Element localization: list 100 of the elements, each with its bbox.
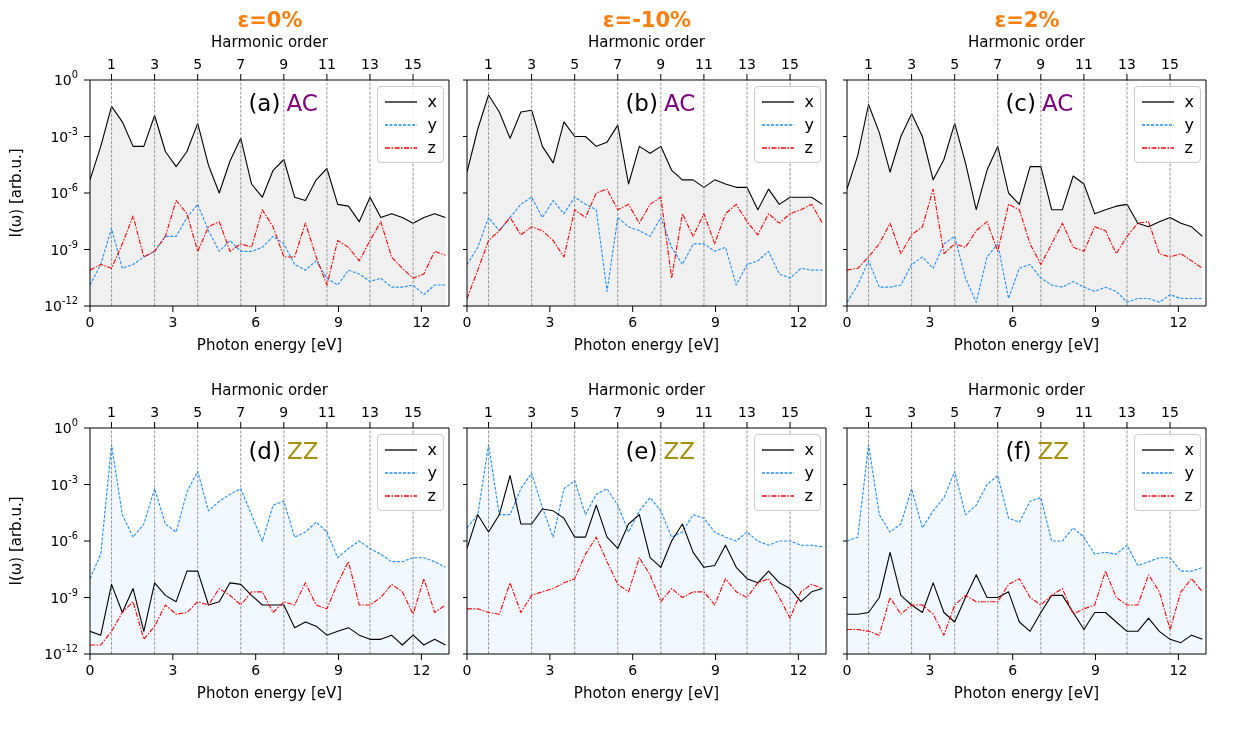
x2-tick-label: 11 xyxy=(694,404,713,420)
x2-tick-label: 1 xyxy=(864,404,873,420)
x-tick-label: 0 xyxy=(462,314,472,330)
x2-tick-label: 9 xyxy=(656,404,666,420)
legend-label: z xyxy=(804,138,813,157)
x2-tick-label: 15 xyxy=(781,56,799,72)
x-tick-label: 0 xyxy=(842,662,852,678)
y-tick-label: 10$^{-9}$ xyxy=(50,586,78,606)
x2-tick-label: 3 xyxy=(527,404,537,420)
x2-axis-title: Harmonic order xyxy=(211,32,329,51)
x-tick-label: 3 xyxy=(925,314,935,330)
y-tick-label: 10$^{0}$ xyxy=(53,69,78,88)
annotation: ZZ xyxy=(286,438,319,464)
x-axis-title: Photon energy [eV] xyxy=(573,684,720,702)
x2-tick-label: 11 xyxy=(1074,404,1093,420)
x-tick-label: 9 xyxy=(711,662,720,678)
y-tick-label: 10$^{0}$ xyxy=(53,417,78,436)
x2-tick-label: 13 xyxy=(1118,56,1136,72)
x-tick-label: 12 xyxy=(789,662,808,678)
x-tick-label: 6 xyxy=(251,662,261,678)
x-axis-title: Photon energy [eV] xyxy=(196,336,343,354)
x2-tick-label: 5 xyxy=(570,56,580,72)
x2-tick-label: 13 xyxy=(738,404,756,420)
x2-tick-label: 13 xyxy=(361,404,379,420)
x2-tick-label: 15 xyxy=(781,404,799,420)
x-tick-label: 3 xyxy=(545,314,555,330)
x-tick-label: 12 xyxy=(1169,662,1188,678)
x-tick-label: 9 xyxy=(334,662,343,678)
x2-tick-label: 5 xyxy=(193,56,203,72)
x2-tick-label: 13 xyxy=(738,56,756,72)
x2-axis-title: Harmonic order xyxy=(211,380,329,399)
legend-label: x xyxy=(427,440,437,459)
x-axis-title: Photon energy [eV] xyxy=(573,336,720,354)
x-tick-label: 6 xyxy=(628,662,638,678)
x2-tick-label: 11 xyxy=(317,56,336,72)
x2-tick-label: 9 xyxy=(656,56,666,72)
x2-tick-label: 9 xyxy=(279,404,289,420)
x2-tick-label: 13 xyxy=(361,56,379,72)
x2-tick-label: 9 xyxy=(1036,56,1046,72)
x-axis-title: Photon energy [eV] xyxy=(196,684,343,702)
x-tick-label: 0 xyxy=(842,314,852,330)
x2-tick-label: 7 xyxy=(236,56,246,72)
x-axis-title: Photon energy [eV] xyxy=(953,684,1100,702)
y-tick-label: 10$^{-12}$ xyxy=(44,295,78,314)
x2-tick-label: 15 xyxy=(1161,404,1179,420)
legend-label: y xyxy=(427,463,437,482)
x-tick-label: 9 xyxy=(1091,314,1100,330)
chart-title: ε=0% xyxy=(236,8,304,32)
x2-tick-label: 1 xyxy=(484,404,493,420)
annotation: (e) xyxy=(625,438,658,464)
annotation: (a) xyxy=(248,90,281,116)
x2-tick-label: 3 xyxy=(907,56,917,72)
annotation: (c) xyxy=(1005,90,1036,116)
legend-label: y xyxy=(1184,463,1194,482)
legend-label: y xyxy=(427,115,437,134)
legend-label: z xyxy=(804,486,813,505)
annotation: AC xyxy=(663,90,696,116)
x2-axis-title: Harmonic order xyxy=(588,32,706,51)
x2-tick-label: 11 xyxy=(694,56,713,72)
x-tick-label: 9 xyxy=(711,314,720,330)
x-tick-label: 6 xyxy=(1008,314,1018,330)
x2-tick-label: 1 xyxy=(484,56,493,72)
x2-tick-label: 7 xyxy=(993,56,1003,72)
legend-label: x xyxy=(1184,92,1194,111)
x-tick-label: 3 xyxy=(168,662,178,678)
x2-axis-title: Harmonic order xyxy=(968,32,1086,51)
annotation: AC xyxy=(286,90,318,116)
x2-tick-label: 11 xyxy=(317,404,336,420)
x2-tick-label: 3 xyxy=(907,404,917,420)
annotation: (f) xyxy=(1005,438,1032,464)
x2-tick-label: 7 xyxy=(613,56,623,72)
x-tick-label: 9 xyxy=(334,314,343,330)
y-tick-label: 10$^{-3}$ xyxy=(50,473,78,493)
x2-tick-label: 5 xyxy=(570,404,580,420)
x2-tick-label: 9 xyxy=(279,56,289,72)
x-tick-label: 0 xyxy=(85,314,95,330)
legend-label: x xyxy=(804,440,814,459)
x-tick-label: 6 xyxy=(1008,662,1018,678)
chart-title: ε=-10% xyxy=(601,8,693,32)
legend-label: y xyxy=(1184,115,1194,134)
legend-label: x xyxy=(804,92,814,111)
legend-label: z xyxy=(1184,138,1193,157)
x-tick-label: 6 xyxy=(628,314,638,330)
x2-tick-label: 9 xyxy=(1036,404,1046,420)
x2-tick-label: 7 xyxy=(613,404,623,420)
y-axis-title: I(ω) [arb.u.] xyxy=(7,496,26,586)
x2-tick-label: 3 xyxy=(150,56,160,72)
x2-tick-label: 5 xyxy=(950,56,960,72)
legend-label: z xyxy=(427,486,436,505)
x-tick-label: 9 xyxy=(1091,662,1100,678)
x-tick-label: 6 xyxy=(251,314,261,330)
x2-tick-label: 1 xyxy=(107,56,116,72)
legend-label: z xyxy=(1184,486,1193,505)
x-tick-label: 12 xyxy=(412,662,431,678)
x2-tick-label: 15 xyxy=(404,56,422,72)
y-tick-label: 10$^{-9}$ xyxy=(50,238,78,258)
x-axis-title: Photon energy [eV] xyxy=(953,336,1100,354)
y-tick-label: 10$^{-3}$ xyxy=(50,125,78,145)
x2-tick-label: 15 xyxy=(404,404,422,420)
legend-label: y xyxy=(804,463,814,482)
